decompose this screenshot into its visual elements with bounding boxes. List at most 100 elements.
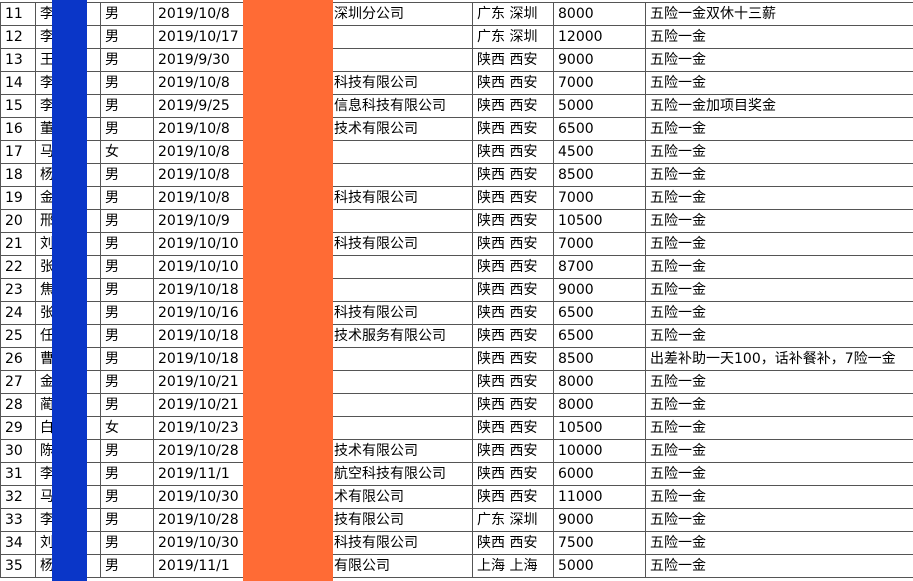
benefits-cell: 五险一金 (645, 209, 913, 233)
benefits-cell: 五险一金 (645, 508, 913, 532)
table-row: 22 张男 2019/10/10 陕西 西安 8700 五险一金 (0, 255, 913, 279)
salary-cell: 5000 (553, 94, 646, 118)
table-row: 18 杨男 2019/10/8 陕西 西安 8500 五险一金 (0, 163, 913, 187)
date-cell: 2019/10/18 (153, 324, 244, 348)
table-row: 14 李男 2019/10/8 科技有限公司 陕西 西安 7000 五险一金 (0, 71, 913, 95)
row-number: 26 (0, 347, 36, 371)
benefits-cell: 五险一金 (645, 370, 913, 394)
location-cell: 广东 深圳 (472, 508, 554, 532)
location-cell: 陕西 西安 (472, 163, 554, 187)
date-cell: 2019/10/9 (153, 209, 244, 233)
redaction-bar (243, 0, 333, 581)
table-row: 17 马女 2019/10/8 陕西 西安 4500 五险一金 (0, 140, 913, 164)
table-row: 20 邢男 2019/10/9 陕西 西安 10500 五险一金 (0, 209, 913, 233)
salary-cell: 10500 (553, 416, 646, 440)
row-number: 29 (0, 416, 36, 440)
salary-cell: 7000 (553, 232, 646, 256)
benefits-cell: 五险一金 (645, 278, 913, 302)
location-cell: 陕西 西安 (472, 301, 554, 325)
benefits-cell: 五险一金 (645, 117, 913, 141)
table-row: 26 曹男 2019/10/18 陕西 西安 8500 出差补助一天100，话补餐补，7险… (0, 347, 913, 371)
date-cell: 2019/10/16 (153, 301, 244, 325)
salary-cell: 8000 (553, 393, 646, 417)
gender-cell: 男 (100, 347, 154, 371)
location-cell: 广东 深圳 (472, 2, 554, 26)
salary-cell: 8700 (553, 255, 646, 279)
gender-cell: 男 (100, 255, 154, 279)
row-number: 25 (0, 324, 36, 348)
gender-cell: 女 (100, 140, 154, 164)
row-number: 34 (0, 531, 36, 555)
table-row: 23 焦男 2019/10/18 陕西 西安 9000 五险一金 (0, 278, 913, 302)
salary-cell: 9000 (553, 278, 646, 302)
row-number: 11 (0, 2, 36, 26)
gender-cell: 男 (100, 485, 154, 509)
gender-cell: 男 (100, 278, 154, 302)
location-cell: 陕西 西安 (472, 232, 554, 256)
salary-cell: 6500 (553, 117, 646, 141)
salary-cell: 8000 (553, 370, 646, 394)
table-row: 35 杨男 2019/11/1 有限公司 上海 上海 5000 五险一金 (0, 554, 913, 578)
location-cell: 陕西 西安 (472, 439, 554, 463)
gender-cell: 男 (100, 163, 154, 187)
gender-cell: 男 (100, 25, 154, 49)
gender-cell: 男 (100, 324, 154, 348)
table-row: 11 李男 2019/10/8 深圳分公司 广东 深圳 8000 五险一金双休十三薪 (0, 2, 913, 26)
salary-cell: 6500 (553, 301, 646, 325)
date-cell: 2019/10/28 (153, 439, 244, 463)
table-row: 13 王男 2019/9/30 陕西 西安 9000 五险一金 (0, 48, 913, 72)
date-cell: 2019/10/8 (153, 117, 244, 141)
date-cell: 2019/10/10 (153, 232, 244, 256)
date-cell: 2019/10/10 (153, 255, 244, 279)
row-number: 15 (0, 94, 36, 118)
table-row: 33 李男 2019/10/28 技有限公司 广东 深圳 9000 五险一金 (0, 508, 913, 532)
row-number: 28 (0, 393, 36, 417)
date-cell: 2019/10/8 (153, 186, 244, 210)
benefits-cell: 五险一金 (645, 71, 913, 95)
row-number: 35 (0, 554, 36, 578)
benefits-cell: 出差补助一天100，话补餐补，7险一金 (645, 347, 913, 371)
gender-cell: 男 (100, 370, 154, 394)
row-number: 31 (0, 462, 36, 486)
gender-cell: 男 (100, 94, 154, 118)
salary-cell: 5000 (553, 554, 646, 578)
salary-cell: 10500 (553, 209, 646, 233)
gender-cell: 男 (100, 393, 154, 417)
date-cell: 2019/10/8 (153, 71, 244, 95)
row-number: 32 (0, 485, 36, 509)
table-row: 27 金男 2019/10/21 陕西 西安 8000 五险一金 (0, 370, 913, 394)
salary-cell: 8500 (553, 347, 646, 371)
table-row: 21 刘男 2019/10/10 科技有限公司 陕西 西安 7000 五险一金 (0, 232, 913, 256)
location-cell: 陕西 西安 (472, 324, 554, 348)
table-row: 29 白女 2019/10/23 陕西 西安 10500 五险一金 (0, 416, 913, 440)
gender-cell: 男 (100, 462, 154, 486)
gender-cell: 男 (100, 232, 154, 256)
table-row: 32 马男 2019/10/30 术有限公司 陕西 西安 11000 五险一金 (0, 485, 913, 509)
table-row: 28 蔺男 2019/10/21 陕西 西安 8000 五险一金 (0, 393, 913, 417)
benefits-cell: 五险一金 (645, 462, 913, 486)
row-number: 27 (0, 370, 36, 394)
location-cell: 陕西 西安 (472, 347, 554, 371)
row-number: 16 (0, 117, 36, 141)
benefits-cell: 五险一金双休十三薪 (645, 2, 913, 26)
date-cell: 2019/10/23 (153, 416, 244, 440)
location-cell: 陕西 西安 (472, 48, 554, 72)
row-number: 24 (0, 301, 36, 325)
table-row: 19 金男 2019/10/8 科技有限公司 陕西 西安 7000 五险一金 (0, 186, 913, 210)
benefits-cell: 五险一金 (645, 554, 913, 578)
salary-cell: 8000 (553, 2, 646, 26)
gender-cell: 男 (100, 508, 154, 532)
salary-cell: 7000 (553, 186, 646, 210)
date-cell: 2019/10/28 (153, 508, 244, 532)
row-number: 17 (0, 140, 36, 164)
location-cell: 陕西 西安 (472, 462, 554, 486)
date-cell: 2019/9/30 (153, 48, 244, 72)
date-cell: 2019/10/8 (153, 163, 244, 187)
date-cell: 2019/10/8 (153, 140, 244, 164)
benefits-cell: 五险一金 (645, 439, 913, 463)
salary-cell: 9000 (553, 48, 646, 72)
benefits-cell: 五险一金 (645, 416, 913, 440)
benefits-cell: 五险一金 (645, 25, 913, 49)
table-row: 12 李男 2019/10/17 广东 深圳 12000 五险一金 (0, 25, 913, 49)
